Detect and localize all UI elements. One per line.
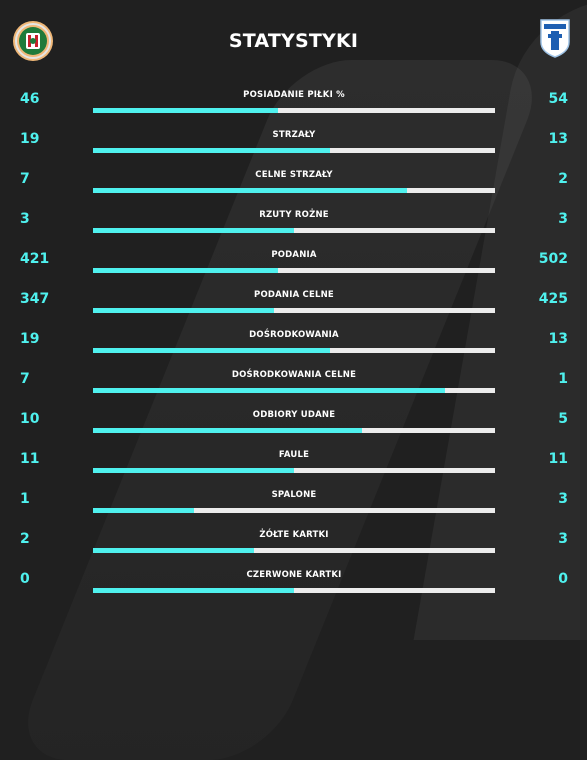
comparison-bar bbox=[93, 548, 495, 553]
away-value: 3 bbox=[558, 531, 568, 547]
stat-row: 3 RZUTY ROŻNE 3 bbox=[0, 210, 587, 250]
stat-label: DOŚRODKOWANIA bbox=[249, 330, 339, 340]
comparison-bar bbox=[93, 388, 495, 393]
stat-row: 0 CZERWONE KARTKI 0 bbox=[0, 570, 587, 610]
away-value: 425 bbox=[538, 291, 568, 307]
away-value: 0 bbox=[558, 571, 568, 587]
home-value: 10 bbox=[20, 411, 40, 427]
home-value: 1 bbox=[20, 491, 30, 507]
stat-label: CZERWONE KARTKI bbox=[246, 570, 342, 580]
home-value: 11 bbox=[20, 451, 40, 467]
away-value: 2 bbox=[558, 171, 568, 187]
comparison-bar bbox=[93, 428, 495, 433]
home-value: 19 bbox=[20, 331, 40, 347]
stat-row: 7 DOŚRODKOWANIA CELNE 1 bbox=[0, 370, 587, 410]
home-share-fill bbox=[93, 188, 407, 193]
comparison-bar bbox=[93, 268, 495, 273]
home-value: 3 bbox=[20, 211, 30, 227]
home-share-fill bbox=[93, 348, 331, 353]
home-value: 46 bbox=[20, 91, 40, 107]
comparison-bar bbox=[93, 108, 495, 113]
home-value: 7 bbox=[20, 171, 30, 187]
home-value: 347 bbox=[20, 291, 50, 307]
stat-label: STRZAŁY bbox=[272, 130, 316, 140]
home-share-fill bbox=[93, 268, 278, 273]
stat-label: DOŚRODKOWANIA CELNE bbox=[231, 370, 357, 380]
stat-label: RZUTY ROŻNE bbox=[259, 210, 329, 220]
home-share-fill bbox=[93, 148, 331, 153]
away-value: 502 bbox=[538, 251, 568, 267]
away-value: 3 bbox=[558, 491, 568, 507]
away-value: 5 bbox=[558, 411, 568, 427]
home-share-fill bbox=[93, 428, 363, 433]
stat-label: FAULE bbox=[278, 450, 310, 460]
stat-row: 1 SPALONE 3 bbox=[0, 490, 587, 530]
stat-row: 7 CELNE STRZAŁY 2 bbox=[0, 170, 587, 210]
home-share-fill bbox=[93, 228, 294, 233]
stat-label: CELNE STRZAŁY bbox=[255, 170, 333, 180]
comparison-bar bbox=[93, 348, 495, 353]
zaglebie-lubin-crest-icon bbox=[12, 20, 54, 62]
comparison-bar bbox=[93, 508, 495, 513]
away-value: 3 bbox=[558, 211, 568, 227]
home-value: 421 bbox=[20, 251, 50, 267]
comparison-bar bbox=[93, 228, 495, 233]
stat-row: 46 POSIADANIE PIŁKI % 54 bbox=[0, 90, 587, 130]
stat-label: POSIADANIE PIŁKI % bbox=[243, 90, 345, 100]
stat-label: PODANIA CELNE bbox=[254, 290, 334, 300]
stats-header: STATYSTYKI bbox=[0, 0, 587, 80]
stat-label: PODANIA bbox=[271, 250, 317, 260]
comparison-bar bbox=[93, 308, 495, 313]
page-title: STATYSTYKI bbox=[228, 30, 359, 52]
stat-label: SPALONE bbox=[271, 490, 317, 500]
home-share-fill bbox=[93, 588, 294, 593]
comparison-bar bbox=[93, 148, 495, 153]
away-value: 1 bbox=[558, 371, 568, 387]
home-value: 7 bbox=[20, 371, 30, 387]
stat-row: 11 FAULE 11 bbox=[0, 450, 587, 490]
home-share-fill bbox=[93, 308, 274, 313]
stat-row: 19 DOŚRODKOWANIA 13 bbox=[0, 330, 587, 370]
home-share-fill bbox=[93, 548, 254, 553]
away-value: 11 bbox=[548, 451, 568, 467]
stat-label: ODBIORY UDANE bbox=[252, 410, 336, 420]
home-share-fill bbox=[93, 468, 294, 473]
home-share-fill bbox=[93, 508, 194, 513]
stat-label: ŻÓŁTE KARTKI bbox=[259, 530, 329, 540]
home-value: 2 bbox=[20, 531, 30, 547]
away-value: 13 bbox=[548, 331, 568, 347]
away-value: 54 bbox=[548, 91, 568, 107]
stat-row: 421 PODANIA 502 bbox=[0, 250, 587, 290]
comparison-bar bbox=[93, 588, 495, 593]
stat-row: 2 ŻÓŁTE KARTKI 3 bbox=[0, 530, 587, 570]
home-value: 0 bbox=[20, 571, 30, 587]
stat-row: 347 PODANIA CELNE 425 bbox=[0, 290, 587, 330]
home-share-fill bbox=[93, 108, 278, 113]
comparison-bar bbox=[93, 188, 495, 193]
away-value: 13 bbox=[548, 131, 568, 147]
home-value: 19 bbox=[20, 131, 40, 147]
home-share-fill bbox=[93, 388, 445, 393]
stat-row: 19 STRZAŁY 13 bbox=[0, 130, 587, 170]
stat-row: 10 ODBIORY UDANE 5 bbox=[0, 410, 587, 450]
lech-poznan-crest-icon bbox=[539, 18, 571, 58]
comparison-bar bbox=[93, 468, 495, 473]
